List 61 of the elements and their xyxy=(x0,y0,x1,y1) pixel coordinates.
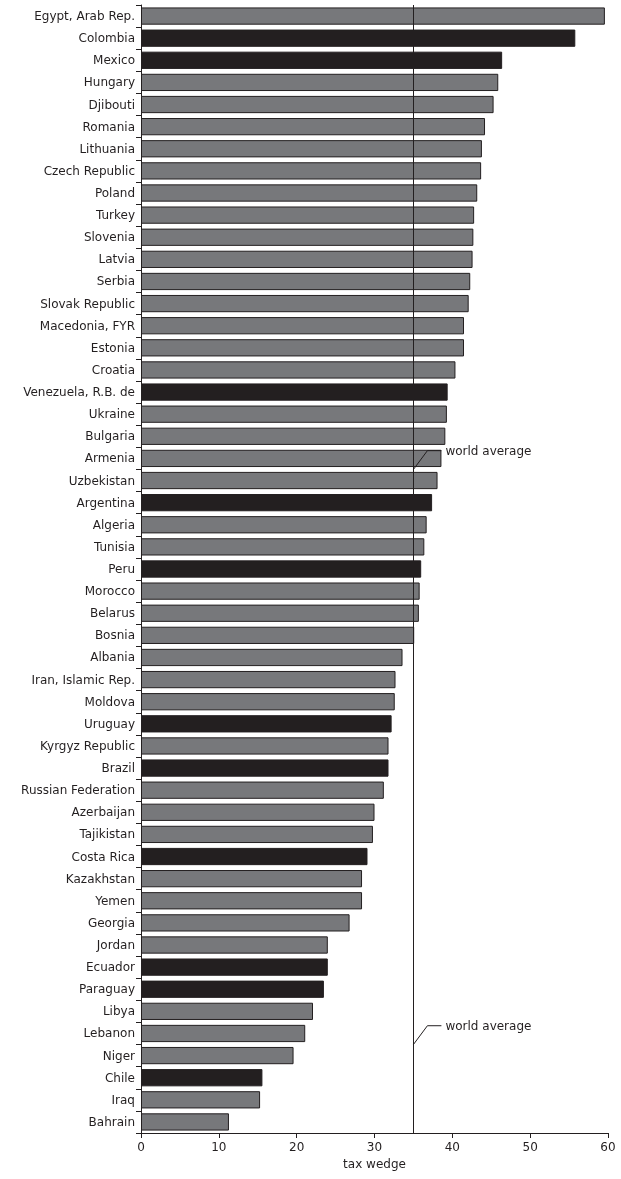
y-tick-label: Czech Republic xyxy=(43,163,135,178)
y-tick-label: Jordan xyxy=(95,938,135,952)
y-tick-label: Lithuania xyxy=(79,141,135,156)
y-tick-label: Tunisia xyxy=(93,539,135,554)
y-tick-label: Lebanon xyxy=(83,1026,135,1041)
x-tick-label: 0 xyxy=(137,1140,145,1154)
y-tick-label: Uzbekistan xyxy=(68,473,135,488)
x-tick-label: 10 xyxy=(211,1140,227,1154)
y-tick-label: Djibouti xyxy=(88,97,135,112)
y-tick-label: Ukraine xyxy=(88,407,135,422)
y-tick-label: Azerbaijan xyxy=(71,805,135,820)
y-tick-label: Armenia xyxy=(84,451,135,466)
y-tick-label: Bosnia xyxy=(94,628,135,643)
y-tick-label: Slovenia xyxy=(83,230,135,245)
y-tick-label: Ecuador xyxy=(85,960,136,975)
annotation: world average xyxy=(445,443,532,458)
y-tick-label: Algeria xyxy=(92,517,135,532)
y-tick-label: Costa Rica xyxy=(71,849,135,864)
y-tick-label: Uruguay xyxy=(84,716,135,731)
y-tick-label: Venezuela, R.B. de xyxy=(23,385,135,400)
y-tick-label: Brazil xyxy=(101,761,135,776)
x-axis-title: tax wedge xyxy=(343,1156,406,1171)
y-tick-label: Colombia xyxy=(78,31,135,46)
y-tick-label: Albania xyxy=(90,650,135,665)
y-tick-label: Turkey xyxy=(94,208,135,223)
x-tick-label: 60 xyxy=(600,1140,616,1154)
x-tick-label: 20 xyxy=(289,1140,305,1154)
y-tick-label: Iraq xyxy=(111,1092,135,1107)
y-tick-label: Kazakhstan xyxy=(65,871,135,886)
y-tick-label: Belarus xyxy=(89,606,135,621)
y-tick-label: Croatia xyxy=(91,362,135,377)
y-tick-label: Russian Federation xyxy=(21,783,135,798)
y-tick-label: Egypt, Arab Rep. xyxy=(34,9,135,24)
y-tick-label: Iran, Islamic Rep. xyxy=(31,672,135,687)
y-tick-label: Slovak Republic xyxy=(40,296,135,311)
y-tick-label: Moldova xyxy=(84,694,135,709)
y-tick-label: Chile xyxy=(104,1070,135,1085)
y-tick-label: Poland xyxy=(94,186,135,200)
x-tick-label: 30 xyxy=(366,1140,383,1154)
y-tick-label: Estonia xyxy=(90,340,135,355)
y-tick-label: Georgia xyxy=(87,915,135,930)
y-tick-label: Latvia xyxy=(98,252,135,267)
y-tick-label: Niger xyxy=(102,1048,136,1063)
y-tick-label: Mexico xyxy=(93,53,135,68)
y-tick-label: Peru xyxy=(108,562,135,576)
y-tick-label: Argentina xyxy=(76,495,135,510)
y-tick-label: Macedonia, FYR xyxy=(39,318,135,333)
y-tick-label: Kyrgyz Republic xyxy=(40,738,135,753)
y-tick-label: Paraguay xyxy=(78,982,135,997)
y-tick-label: Hungary xyxy=(83,75,135,90)
y-tick-label: Tajikistan xyxy=(78,827,135,842)
y-tick-label: Serbia xyxy=(96,274,135,289)
annotation: world average xyxy=(445,1018,532,1033)
x-tick-label: 40 xyxy=(444,1140,460,1154)
y-tick-label: Bulgaria xyxy=(85,429,135,444)
y-tick-label: Libya xyxy=(102,1004,135,1019)
y-tick-label: Morocco xyxy=(84,584,135,599)
x-tick-label: 50 xyxy=(522,1140,538,1154)
y-tick-label: Yemen xyxy=(94,893,135,908)
y-tick-label: Romania xyxy=(82,119,135,134)
y-tick-label: Bahrain xyxy=(88,1114,135,1129)
